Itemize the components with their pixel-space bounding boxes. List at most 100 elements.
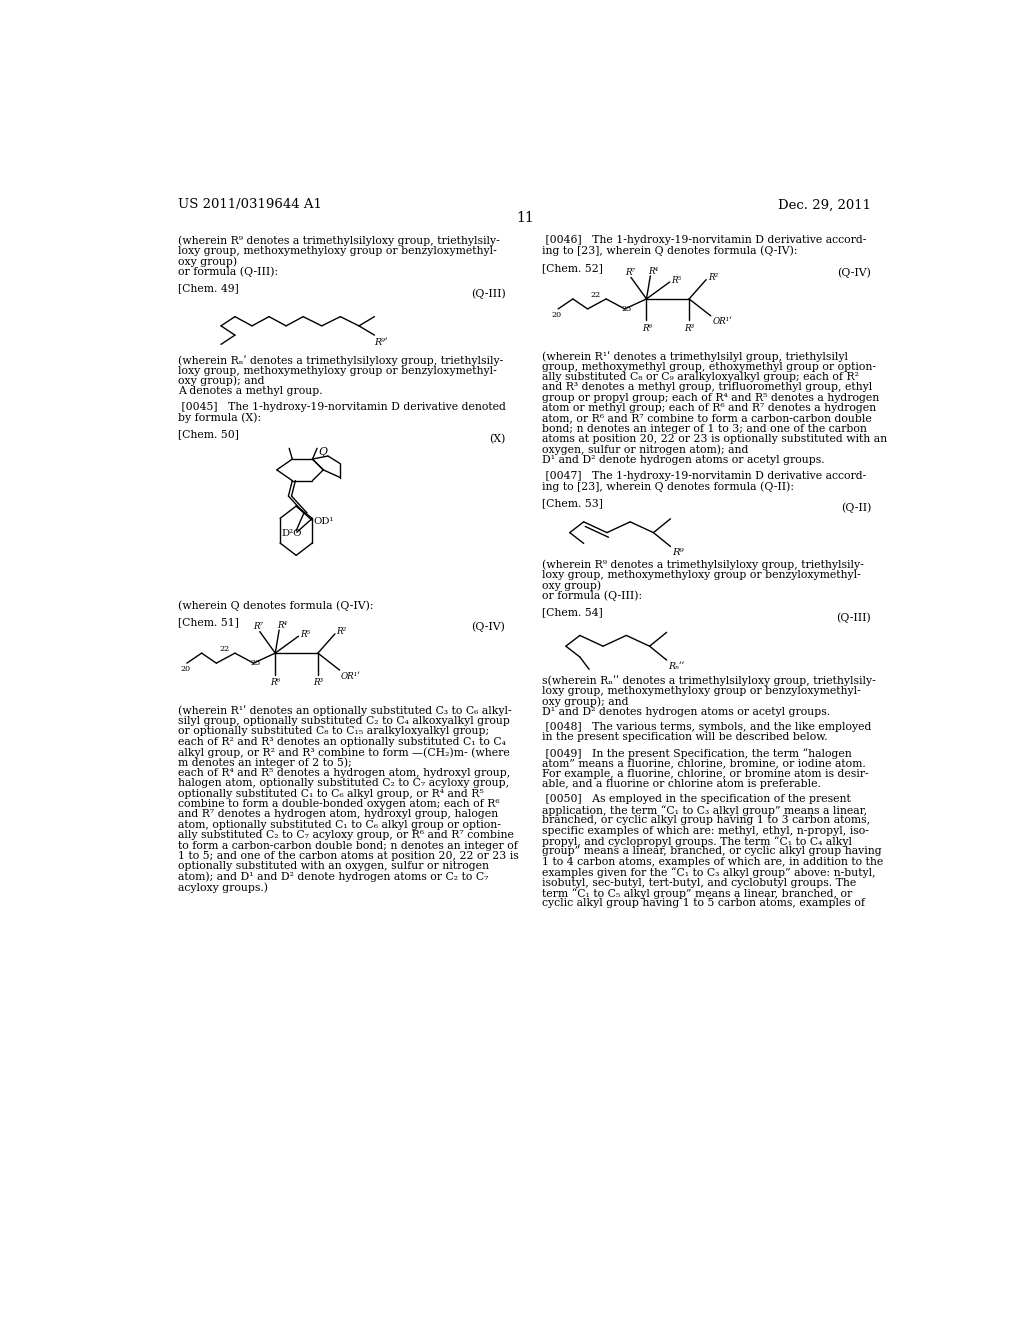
Text: [Chem. 49]: [Chem. 49] [178,284,240,293]
Text: Q: Q [318,446,328,457]
Text: R²: R² [337,627,346,636]
Text: D¹ and D² denote hydrogen atoms or acetyl groups.: D¹ and D² denote hydrogen atoms or acety… [542,455,824,465]
Text: oxy group); and: oxy group); and [542,696,629,706]
Text: [0047]   The 1-hydroxy-19-norvitamin D derivative accord-: [0047] The 1-hydroxy-19-norvitamin D der… [542,471,866,480]
Text: application, the term “C₁ to C₃ alkyl group” means a linear,: application, the term “C₁ to C₃ alkyl gr… [542,805,867,816]
Text: US 2011/0319644 A1: US 2011/0319644 A1 [178,198,323,211]
Text: 20: 20 [180,665,190,673]
Text: atom); and D¹ and D² denote hydrogen atoms or C₂ to C₇: atom); and D¹ and D² denote hydrogen ato… [178,871,488,882]
Text: (X): (X) [489,434,506,444]
Text: specific examples of which are: methyl, ethyl, n-propyl, iso-: specific examples of which are: methyl, … [542,825,868,836]
Text: (wherein R⁹ denotes a trimethylsilyloxy group, triethylsily-: (wherein R⁹ denotes a trimethylsilyloxy … [542,560,863,570]
Text: R⁷: R⁷ [254,622,263,631]
Text: term “C₁ to C₅ alkyl group” means a linear, branched, or: term “C₁ to C₅ alkyl group” means a line… [542,888,852,899]
Text: or optionally substituted C₈ to C₁₅ aralkyloxyalkyl group;: or optionally substituted C₈ to C₁₅ aral… [178,726,489,737]
Text: group” means a linear, branched, or cyclic alkyl group having: group” means a linear, branched, or cycl… [542,846,882,857]
Text: loxy group, methoxymethyloxy group or benzyloxymethyl-: loxy group, methoxymethyloxy group or be… [178,366,497,375]
Text: oxygen, sulfur or nitrogen atom); and: oxygen, sulfur or nitrogen atom); and [542,445,749,455]
Text: ally substituted C₈ or C₉ aralkyloxyalkyl group; each of R²: ally substituted C₈ or C₉ aralkyloxyalky… [542,372,859,381]
Text: atom” means a fluorine, chlorine, bromine, or iodine atom.: atom” means a fluorine, chlorine, bromin… [542,758,865,768]
Text: and R⁷ denotes a hydrogen atom, hydroxyl group, halogen: and R⁷ denotes a hydrogen atom, hydroxyl… [178,809,499,820]
Text: oxy group); and: oxy group); and [178,376,265,387]
Text: branched, or cyclic alkyl group having 1 to 3 carbon atoms,: branched, or cyclic alkyl group having 1… [542,816,870,825]
Text: (wherein Rₙʹ denotes a trimethylsilyloxy group, triethylsily-: (wherein Rₙʹ denotes a trimethylsilyloxy… [178,355,504,366]
Text: atom, or R⁶ and R⁷ combine to form a carbon-carbon double: atom, or R⁶ and R⁷ combine to form a car… [542,413,871,424]
Text: R³: R³ [684,323,694,333]
Text: 11: 11 [516,211,534,224]
Text: [0049]   In the present Specification, the term “halogen: [0049] In the present Specification, the… [542,748,852,759]
Text: or formula (Q-III):: or formula (Q-III): [542,591,642,602]
Text: (wherein Q denotes formula (Q-IV):: (wherein Q denotes formula (Q-IV): [178,601,374,611]
Text: (Q-II): (Q-II) [841,503,871,513]
Text: R⁴: R⁴ [648,267,658,276]
Text: A denotes a methyl group.: A denotes a methyl group. [178,387,323,396]
Text: oxy group): oxy group) [542,581,601,591]
Text: loxy group, methoxymethyloxy group or benzyloxymethyl-: loxy group, methoxymethyloxy group or be… [542,570,860,579]
Text: [0050]   As employed in the specification of the present: [0050] As employed in the specification … [542,795,851,804]
Text: ing to [23], wherein Q denotes formula (Q-II):: ing to [23], wherein Q denotes formula (… [542,480,794,491]
Text: loxy group, methoxymethyloxy group or benzyloxymethyl-: loxy group, methoxymethyloxy group or be… [178,246,497,256]
Text: atom or methyl group; each of R⁶ and R⁷ denotes a hydrogen: atom or methyl group; each of R⁶ and R⁷ … [542,404,876,413]
Text: R⁶: R⁶ [270,677,281,686]
Text: R³: R³ [313,677,324,686]
Text: (wherein R¹ʹ denotes an optionally substituted C₃ to C₆ alkyl-: (wherein R¹ʹ denotes an optionally subst… [178,705,512,717]
Text: 20: 20 [552,312,562,319]
Text: D²O: D²O [282,529,302,539]
Text: 22: 22 [591,292,601,300]
Text: and R³ denotes a methyl group, trifluoromethyl group, ethyl: and R³ denotes a methyl group, trifluoro… [542,383,872,392]
Text: R²: R² [708,273,718,281]
Text: (wherein R⁹ denotes a trimethylsilyloxy group, triethylsily-: (wherein R⁹ denotes a trimethylsilyloxy … [178,235,500,246]
Text: atoms at position 20, 22 or 23 is optionally substituted with an: atoms at position 20, 22 or 23 is option… [542,434,887,445]
Text: 1 to 5; and one of the carbon atoms at position 20, 22 or 23 is: 1 to 5; and one of the carbon atoms at p… [178,851,519,861]
Text: R⁴: R⁴ [276,620,287,630]
Text: alkyl group, or R² and R³ combine to form —(CH₂)m- (where: alkyl group, or R² and R³ combine to for… [178,747,510,758]
Text: D¹ and D² denotes hydrogen atoms or acetyl groups.: D¹ and D² denotes hydrogen atoms or acet… [542,706,830,717]
Text: 22: 22 [219,645,229,653]
Text: R⁵: R⁵ [672,276,681,285]
Text: (Q-III): (Q-III) [471,288,506,298]
Text: (wherein R¹ʹ denotes a trimethylsilyl group, triethylsilyl: (wherein R¹ʹ denotes a trimethylsilyl gr… [542,351,848,362]
Text: group, methoxymethyl group, ethoxymethyl group or option-: group, methoxymethyl group, ethoxymethyl… [542,362,876,372]
Text: OR¹ʹ: OR¹ʹ [713,317,732,326]
Text: m denotes an integer of 2 to 5);: m denotes an integer of 2 to 5); [178,758,352,768]
Text: propyl, and cyclopropyl groups. The term “C₁ to C₄ alkyl: propyl, and cyclopropyl groups. The term… [542,836,852,847]
Text: to form a carbon-carbon double bond; n denotes an integer of: to form a carbon-carbon double bond; n d… [178,841,518,850]
Text: able, and a fluorine or chlorine atom is preferable.: able, and a fluorine or chlorine atom is… [542,779,820,789]
Text: 23: 23 [251,659,261,668]
Text: halogen atom, optionally substituted C₂ to C₇ acyloxy group,: halogen atom, optionally substituted C₂ … [178,779,510,788]
Text: 23: 23 [622,305,632,313]
Text: R⁹ʹ: R⁹ʹ [375,338,388,347]
Text: R⁷: R⁷ [625,268,635,277]
Text: examples given for the “C₁ to C₃ alkyl group” above: n-butyl,: examples given for the “C₁ to C₃ alkyl g… [542,867,876,878]
Text: each of R⁴ and R⁵ denotes a hydrogen atom, hydroxyl group,: each of R⁴ and R⁵ denotes a hydrogen ato… [178,768,511,777]
Text: bond; n denotes an integer of 1 to 3; and one of the carbon: bond; n denotes an integer of 1 to 3; an… [542,424,866,434]
Text: R⁹: R⁹ [672,548,684,557]
Text: by formula (X):: by formula (X): [178,412,261,422]
Text: [Chem. 50]: [Chem. 50] [178,429,240,440]
Text: [Chem. 54]: [Chem. 54] [542,607,602,618]
Text: silyl group, optionally substituted C₂ to C₄ alkoxyalkyl group: silyl group, optionally substituted C₂ t… [178,715,510,726]
Text: group or propyl group; each of R⁴ and R⁵ denotes a hydrogen: group or propyl group; each of R⁴ and R⁵… [542,393,879,403]
Text: R⁵: R⁵ [300,630,310,639]
Text: Dec. 29, 2011: Dec. 29, 2011 [778,198,871,211]
Text: ing to [23], wherein Q denotes formula (Q-IV):: ing to [23], wherein Q denotes formula (… [542,246,798,256]
Text: OR¹ʹ: OR¹ʹ [341,672,360,681]
Text: optionally substituted C₁ to C₆ alkyl group, or R⁴ and R⁵: optionally substituted C₁ to C₆ alkyl gr… [178,788,484,799]
Text: or formula (Q-III):: or formula (Q-III): [178,267,279,277]
Text: [0046]   The 1-hydroxy-19-norvitamin D derivative accord-: [0046] The 1-hydroxy-19-norvitamin D der… [542,235,866,246]
Text: atom, optionally substituted C₁ to C₆ alkyl group or option-: atom, optionally substituted C₁ to C₆ al… [178,820,502,830]
Text: [Chem. 51]: [Chem. 51] [178,616,240,627]
Text: (Q-IV): (Q-IV) [838,268,871,279]
Text: oxy group): oxy group) [178,256,238,267]
Text: 1 to 4 carbon atoms, examples of which are, in addition to the: 1 to 4 carbon atoms, examples of which a… [542,857,883,867]
Text: cyclic alkyl group having 1 to 5 carbon atoms, examples of: cyclic alkyl group having 1 to 5 carbon … [542,899,865,908]
Text: (Q-III): (Q-III) [837,612,871,623]
Text: [Chem. 52]: [Chem. 52] [542,263,603,273]
Text: in the present specification will be described below.: in the present specification will be des… [542,733,827,742]
Text: optionally substituted with an oxygen, sulfur or nitrogen: optionally substituted with an oxygen, s… [178,862,489,871]
Text: s(wherein Rₙʹʹ denotes a trimethylsilyloxy group, triethylsily-: s(wherein Rₙʹʹ denotes a trimethylsilylo… [542,676,876,686]
Text: For example, a fluorine, chlorine, or bromine atom is desir-: For example, a fluorine, chlorine, or br… [542,768,868,779]
Text: isobutyl, sec-butyl, tert-butyl, and cyclobutyl groups. The: isobutyl, sec-butyl, tert-butyl, and cyc… [542,878,856,887]
Text: each of R² and R³ denotes an optionally substituted C₁ to C₄: each of R² and R³ denotes an optionally … [178,737,506,747]
Text: R⁶: R⁶ [642,323,652,333]
